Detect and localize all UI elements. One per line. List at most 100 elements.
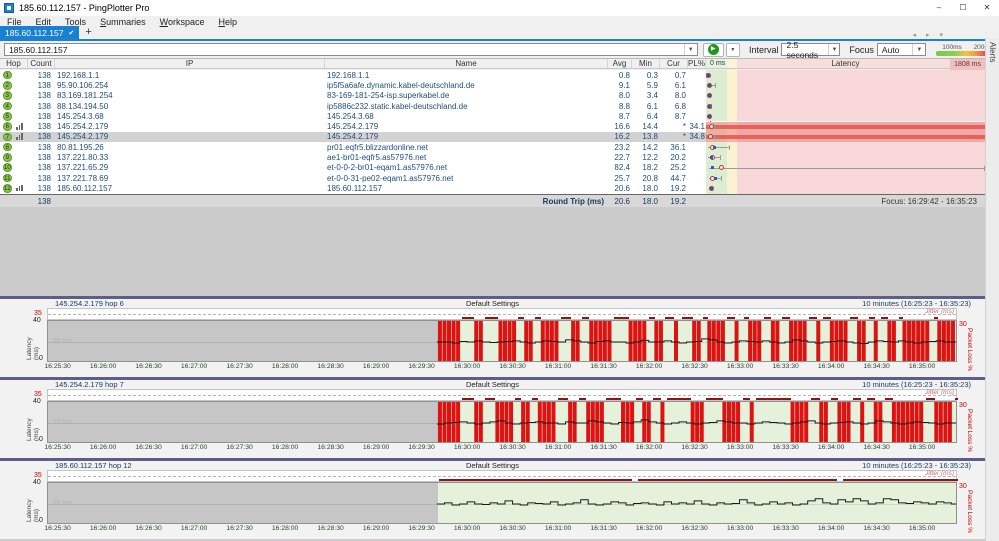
col-header-hop[interactable]: Hop	[0, 59, 28, 68]
col-header-latency[interactable]: 0 ms Latency 1808 ms	[706, 59, 985, 68]
current-latency-marker	[714, 177, 717, 180]
minimize-button[interactable]: –	[927, 0, 951, 16]
cell-avg: 82.4	[608, 163, 632, 172]
cell-latency-graph	[706, 142, 985, 152]
table-row[interactable]: 6138145.254.2.179145.254.2.17916.614.4*3…	[0, 122, 985, 132]
cell-count: 138	[28, 143, 55, 152]
jitter-axis-max: 35	[34, 310, 42, 317]
jitter-line-segment	[744, 317, 749, 319]
cell-name: 192.168.1.1	[325, 71, 608, 80]
x-tick-label: 16:35:00	[898, 444, 946, 451]
hop-number-badge: 2	[3, 81, 12, 90]
cell-min: 3.4	[632, 91, 660, 100]
jitter-line-segment	[535, 317, 541, 319]
hop-number-badge: 10	[3, 163, 12, 172]
x-tick-label: 16:29:00	[352, 363, 400, 370]
check-icon: ✔	[68, 29, 74, 37]
jitter-strip: 35Jitter (ms)	[47, 470, 957, 482]
maximize-button[interactable]: ☐	[951, 0, 975, 16]
table-row[interactable]: 5138145.254.3.68145.254.3.688.76.48.7	[0, 111, 985, 121]
cell-min: 18.0	[632, 184, 660, 193]
table-row[interactable]: 7138145.254.2.179145.254.2.17916.213.8*3…	[0, 132, 985, 142]
menu-item-edit[interactable]: Edit	[29, 17, 59, 27]
graph-time-range[interactable]: 10 minutes (16:25:23 - 16:35:23)	[862, 461, 971, 470]
col-header-name[interactable]: Name	[325, 59, 608, 68]
jitter-line-segment	[823, 317, 831, 319]
graph-plot-area[interactable]: 20 ms	[47, 320, 957, 362]
cell-min: 0.3	[632, 71, 660, 80]
graph-time-range[interactable]: 10 minutes (16:25:23 - 16:35:23)	[862, 299, 971, 308]
col-header-ip[interactable]: IP	[55, 59, 325, 68]
table-row[interactable]: 413888.134.194.50ip5886c232.static.kabel…	[0, 101, 985, 111]
menu-item-file[interactable]: File	[0, 17, 29, 27]
timeline-graph[interactable]: 145.254.2.179 hop 6Default Settings10 mi…	[0, 296, 985, 377]
table-row[interactable]: 213895.90.106.254ip5f5a6afe.dynamic.kabe…	[0, 80, 985, 90]
jitter-line-segment	[636, 398, 642, 400]
menu-item-workspace[interactable]: Workspace	[153, 17, 212, 27]
jitter-line-segment	[703, 317, 708, 319]
start-options-dropdown[interactable]: ▼	[726, 43, 740, 57]
jitter-line-segment	[485, 398, 496, 400]
menu-item-help[interactable]: Help	[211, 17, 244, 27]
col-header-count[interactable]: Count	[28, 59, 55, 68]
table-row[interactable]: 813880.81.195.26pr01.eqfr5.blizzardonlin…	[0, 142, 985, 152]
jitter-line-segment	[665, 317, 674, 319]
table-row[interactable]: 12138185.60.112.157185.60.112.15720.618.…	[0, 183, 985, 193]
menu-item-summaries[interactable]: Summaries	[93, 17, 153, 27]
jitter-axis-label: Jitter (ms)	[925, 308, 954, 315]
graph-time-range[interactable]: 10 minutes (16:25:23 - 16:35:23)	[862, 380, 971, 389]
graph-settings-label[interactable]: Default Settings	[0, 461, 985, 470]
x-tick-label: 16:33:00	[716, 363, 764, 370]
cell-avg: 20.6	[608, 184, 632, 193]
menu-item-tools[interactable]: Tools	[58, 17, 93, 27]
latency-scale-max: 1808 ms	[950, 59, 985, 70]
cell-packet-loss: 34.1	[688, 122, 706, 131]
table-row[interactable]: 11138137.221.78.69et-0-0-31-pe02-eqam1.a…	[0, 173, 985, 183]
table-row[interactable]: 9138137.221.80.33ae1-br01-eqfr5.as57976.…	[0, 152, 985, 162]
chevron-down-icon[interactable]: ▼	[684, 44, 697, 55]
table-row[interactable]: 1138192.168.1.1192.168.1.10.80.30.7	[0, 70, 985, 80]
x-tick-label: 16:28:00	[261, 363, 309, 370]
timeline-graph[interactable]: 185.60.112.157 hop 12Default Settings10 …	[0, 458, 985, 539]
x-tick-label: 16:31:00	[534, 363, 582, 370]
col-header-pl[interactable]: PL%	[688, 59, 706, 68]
jitter-line-segment	[515, 398, 521, 400]
new-tab-button[interactable]: +	[79, 26, 97, 39]
latency-axis-label: Latency (ms)	[26, 405, 40, 441]
graph-plot-area[interactable]: 20 ms	[47, 401, 957, 443]
start-trace-button[interactable]: ▶	[703, 43, 724, 57]
timeline-graphs: 145.254.2.179 hop 6Default Settings10 mi…	[0, 296, 985, 541]
col-header-avg[interactable]: Avg	[608, 59, 632, 68]
timeline-graph[interactable]: 145.254.2.179 hop 7Default Settings10 mi…	[0, 377, 985, 458]
close-button[interactable]: ✕	[975, 0, 999, 16]
whisker-end-cap	[984, 166, 985, 171]
table-row[interactable]: 10138137.221.65.29et-0-0-2-br01-eqam1.as…	[0, 163, 985, 173]
x-tick-label: 16:28:30	[307, 525, 355, 532]
cell-count: 138	[28, 184, 55, 193]
tab-target[interactable]: 185.60.112.157 ✔	[0, 26, 79, 39]
cell-count: 138	[28, 71, 55, 80]
whisker-end-cap	[721, 176, 722, 181]
graph-settings-label[interactable]: Default Settings	[0, 299, 985, 308]
cell-cur: 25.2	[660, 163, 688, 172]
cell-ip: 83.169.181.254	[55, 91, 325, 100]
alerts-side-panel[interactable]: Alerts	[985, 38, 999, 541]
cell-min: 14.2	[632, 143, 660, 152]
x-tick-label: 16:29:30	[398, 525, 446, 532]
target-input[interactable]	[5, 45, 684, 55]
cell-avg: 16.2	[608, 132, 632, 141]
cell-name: ip5886c232.static.kabel-deutschland.de	[325, 102, 608, 111]
table-row[interactable]: 313883.169.181.25483-169-181-254-isp.sup…	[0, 91, 985, 101]
col-header-min[interactable]: Min	[632, 59, 660, 68]
graph-plot-area[interactable]: 20 ms	[47, 482, 957, 524]
cell-ip: 80.81.195.26	[55, 143, 325, 152]
interval-select[interactable]: 2.5 seconds ▼	[781, 43, 840, 56]
col-header-cur[interactable]: Cur	[660, 59, 688, 68]
graph-settings-label[interactable]: Default Settings	[0, 380, 985, 389]
x-tick-label: 16:33:30	[762, 444, 810, 451]
jitter-line-segment	[843, 479, 958, 481]
x-tick-label: 16:27:00	[170, 525, 218, 532]
focus-select[interactable]: Auto ▼	[877, 43, 926, 56]
x-tick-label: 16:32:00	[625, 525, 673, 532]
round-trip-label: Round Trip (ms)	[325, 197, 608, 206]
